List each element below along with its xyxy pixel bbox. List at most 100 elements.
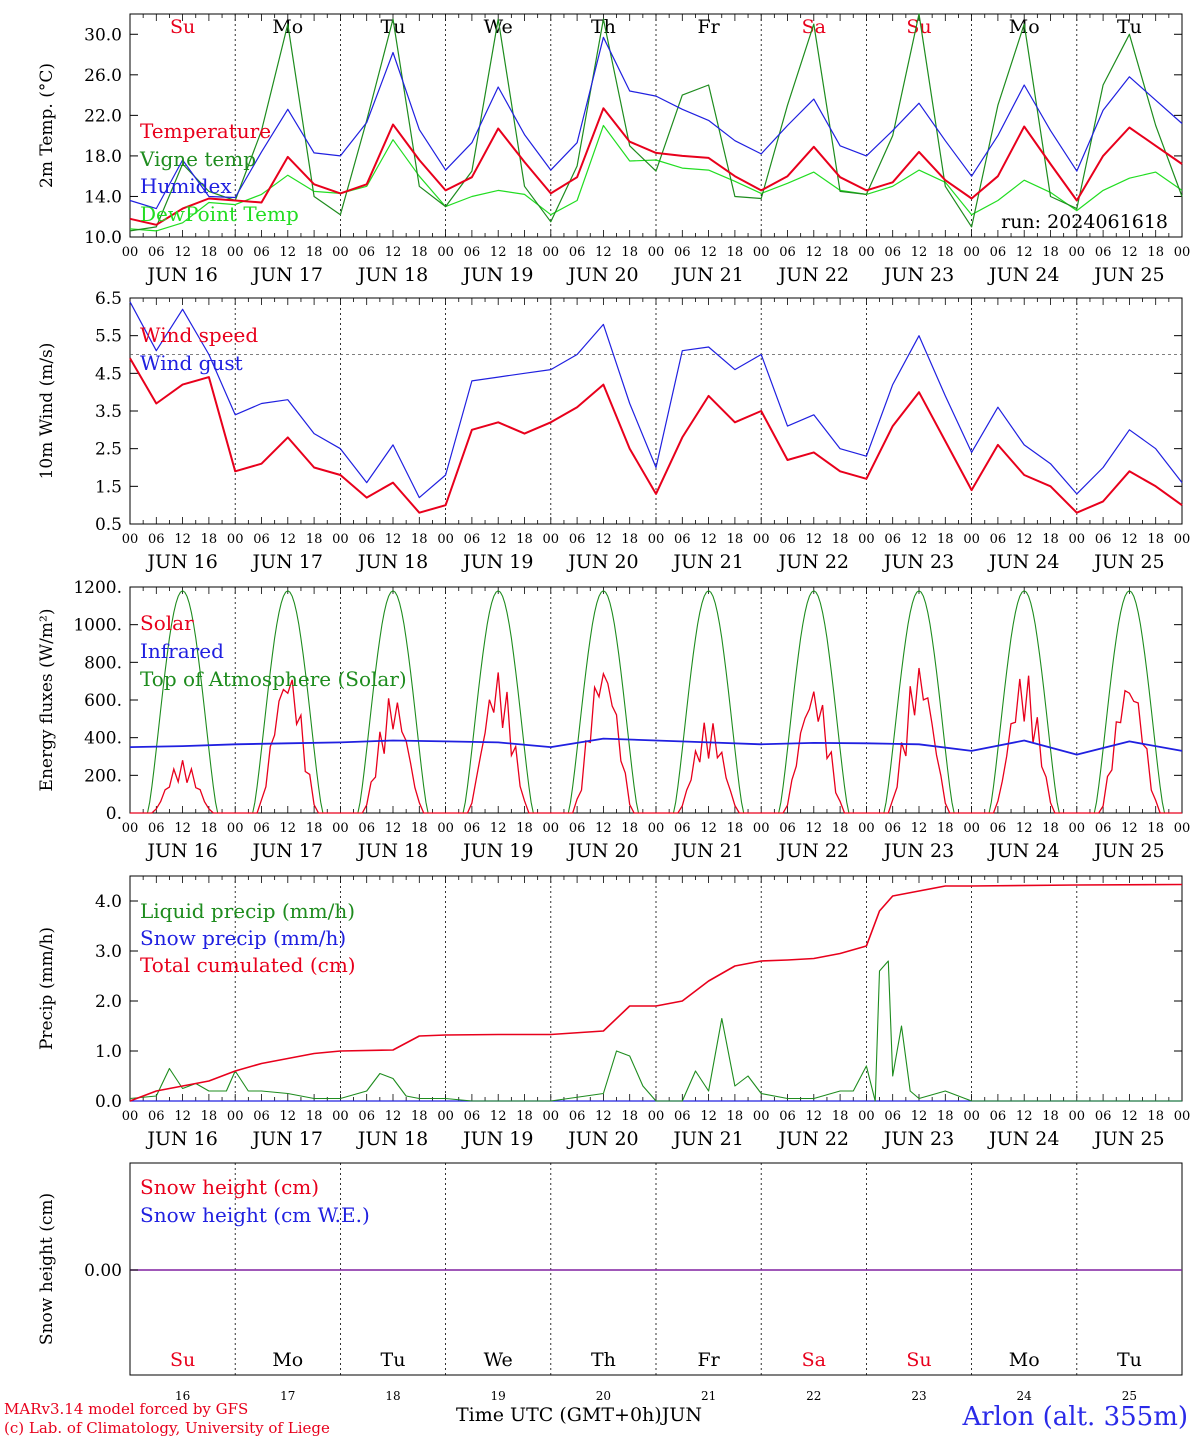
temperature-hour-label: 00 <box>227 245 244 260</box>
energy-hour-label: 18 <box>411 821 428 836</box>
precip-date-label: JUN 21 <box>671 1128 743 1150</box>
energy-series-infrared <box>129 737 1183 756</box>
day-number-label: 20 <box>596 1389 611 1400</box>
precip-ytick-label: 1.0 <box>95 1042 122 1062</box>
energy-hour-label: 06 <box>464 821 481 836</box>
temperature-hour-label: 12 <box>595 245 612 260</box>
temperature-hour-label: 00 <box>437 245 454 260</box>
energy-ytick-label: 800. <box>84 653 122 673</box>
temperature-legend-entry: Humidex <box>140 174 232 198</box>
weekday-label: Th <box>591 1349 616 1371</box>
temperature-hour-label: 06 <box>884 245 901 260</box>
temperature-series-1 <box>129 13 1183 232</box>
precip-hour-label: 00 <box>543 1109 560 1124</box>
precip-hour-label: 06 <box>358 1109 375 1124</box>
temperature-hour-label: 12 <box>280 245 297 260</box>
precip-series-total <box>129 883 1183 1102</box>
wind-hour-label: 06 <box>674 532 691 547</box>
run-label: run: 2024061618 <box>1001 211 1168 233</box>
wind-hour-label: 06 <box>253 532 270 547</box>
energy-hour-label: 12 <box>174 821 191 836</box>
precip-hour-label: 18 <box>727 1109 744 1124</box>
energy-series-toa <box>130 590 1182 814</box>
energy-hour-label: 00 <box>1174 821 1191 836</box>
temperature-hour-label: 00 <box>963 245 980 260</box>
precip-hour-label: 12 <box>174 1109 191 1124</box>
temperature-hour-label: 00 <box>543 245 560 260</box>
weekday-label: Mo <box>1009 1349 1040 1371</box>
wind-date-label: JUN 24 <box>987 551 1059 573</box>
temperature-date-label: JUN 21 <box>671 264 743 286</box>
energy-hour-label: 18 <box>727 821 744 836</box>
day-number-label: 19 <box>491 1389 506 1400</box>
precip-ytick-label: 4.0 <box>95 892 122 912</box>
weekday-label: Tu <box>1117 1349 1142 1371</box>
temperature-hour-label: 06 <box>148 245 165 260</box>
temperature-date-label: JUN 22 <box>777 264 849 286</box>
wind-hour-label: 12 <box>174 532 191 547</box>
wind-hour-label: 06 <box>464 532 481 547</box>
wind-hour-label: 00 <box>227 532 244 547</box>
energy-hour-label: 12 <box>1121 821 1138 836</box>
temperature-hour-label: 12 <box>806 245 823 260</box>
day-number-label: 16 <box>175 1389 190 1400</box>
weekday-label: Su <box>170 1349 195 1371</box>
temperature-date-label: JUN 24 <box>987 264 1059 286</box>
precip-hour-label: 18 <box>832 1109 849 1124</box>
temperature-ytick-label: 10.0 <box>84 228 122 248</box>
station-name: Arlon (alt. 355m) <box>962 1402 1188 1432</box>
temperature-hour-label: 00 <box>1069 245 1086 260</box>
energy-hour-label: 00 <box>1069 821 1086 836</box>
temperature-hour-label: 06 <box>253 245 270 260</box>
wind-hour-label: 06 <box>569 532 586 547</box>
temperature-hour-label: 00 <box>1174 245 1191 260</box>
energy-hour-label: 00 <box>437 821 454 836</box>
energy-date-label: JUN 22 <box>777 840 849 862</box>
day-number-label: 17 <box>280 1389 295 1400</box>
precip-date-label: JUN 23 <box>882 1128 954 1150</box>
precip-date-label: JUN 16 <box>145 1128 217 1150</box>
energy-hour-label: 12 <box>911 821 928 836</box>
model-credit-line-2: (c) Lab. of Climatology, University of L… <box>4 1419 330 1437</box>
time-axis-title: Time UTC (GMT+0h)JUN <box>456 1404 702 1426</box>
precip-hour-label: 00 <box>963 1109 980 1124</box>
temperature-hour-label: 06 <box>674 245 691 260</box>
wind-hour-label: 18 <box>306 532 323 547</box>
precip-hour-label: 00 <box>858 1109 875 1124</box>
wind-hour-label: 00 <box>122 532 139 547</box>
wind-date-label: JUN 19 <box>461 551 533 573</box>
temperature-hour-label: 00 <box>332 245 349 260</box>
temperature-hour-label: 12 <box>174 245 191 260</box>
wind-hour-label: 12 <box>806 532 823 547</box>
panel-wind: 0.5 1.5 2.5 3.5 4.5 5.5 6.5 10m Wind (m/s) 00 06 1… <box>37 289 1190 573</box>
precip-series-liquid <box>129 960 1182 1102</box>
temperature-hour-label: 12 <box>490 245 507 260</box>
wind-hour-label: 18 <box>937 532 954 547</box>
wind-date-label: JUN 16 <box>145 551 217 573</box>
temperature-hour-label: 18 <box>621 245 638 260</box>
temperature-date-label: JUN 16 <box>145 264 217 286</box>
precip-date-label: JUN 19 <box>461 1128 533 1150</box>
weekday-label: Su <box>170 16 195 38</box>
weekday-label: Fr <box>697 16 720 38</box>
energy-hour-label: 18 <box>1042 821 1059 836</box>
precip-hour-label: 00 <box>648 1109 665 1124</box>
precip-legend-entry: Total cumulated (cm) <box>140 953 356 977</box>
precip-date-label: JUN 24 <box>987 1128 1059 1150</box>
energy-hour-label: 06 <box>779 821 796 836</box>
precip-hour-label: 12 <box>1121 1109 1138 1124</box>
energy-ylabel: Energy fluxes (W/m²) <box>37 609 57 792</box>
temperature-date-label: JUN 19 <box>461 264 533 286</box>
wind-date-label: JUN 18 <box>356 551 428 573</box>
weekday-label: Fr <box>697 1349 720 1371</box>
temperature-hour-label: 06 <box>1095 245 1112 260</box>
energy-hour-label: 12 <box>490 821 507 836</box>
precip-hour-label: 12 <box>280 1109 297 1124</box>
wind-frame <box>129 297 1183 525</box>
weekday-label: Sa <box>802 1349 826 1371</box>
wind-hour-label: 06 <box>1095 532 1112 547</box>
precip-hour-label: 12 <box>1016 1109 1033 1124</box>
weekday-label: Su <box>906 1349 931 1371</box>
temperature-series-0 <box>129 107 1183 226</box>
day-number-label: 22 <box>806 1389 821 1400</box>
